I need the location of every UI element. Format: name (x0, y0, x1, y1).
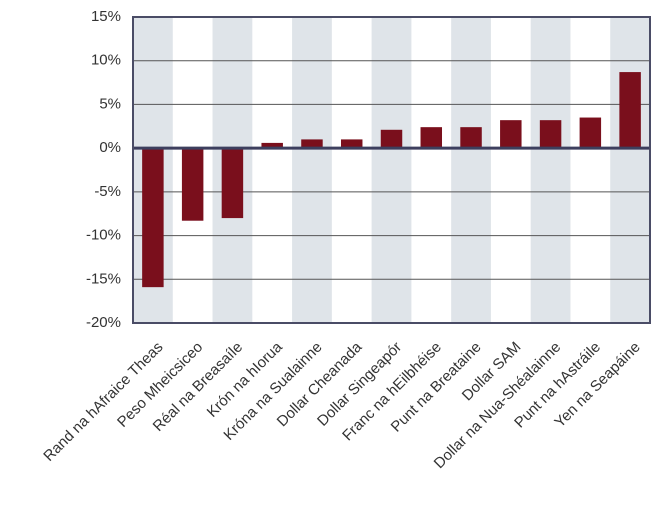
y-tick-label: 15% (91, 8, 121, 25)
bar (619, 72, 641, 149)
band-shading (530, 17, 571, 323)
y-tick-label: 5% (99, 95, 121, 112)
bar (420, 127, 443, 149)
bar (301, 139, 323, 149)
band-shading (610, 17, 650, 323)
y-tick-label: 10% (91, 52, 121, 69)
plot-border (132, 16, 651, 324)
bar (340, 139, 363, 149)
bar (460, 127, 482, 149)
band-shading (451, 17, 491, 323)
y-tick-label: -20% (86, 314, 121, 331)
bar (500, 120, 522, 149)
bar (181, 148, 204, 221)
band-shading (371, 17, 412, 323)
y-tick-label: -5% (94, 183, 121, 200)
bar (261, 142, 283, 149)
bar (142, 148, 164, 288)
bar (579, 117, 602, 149)
bar (221, 148, 244, 219)
y-tick-label: -10% (86, 227, 121, 244)
bar (539, 120, 562, 149)
bar (380, 129, 403, 149)
band-shading (292, 17, 332, 323)
y-tick-label: 0% (99, 139, 121, 156)
y-tick-label: -15% (86, 270, 121, 287)
